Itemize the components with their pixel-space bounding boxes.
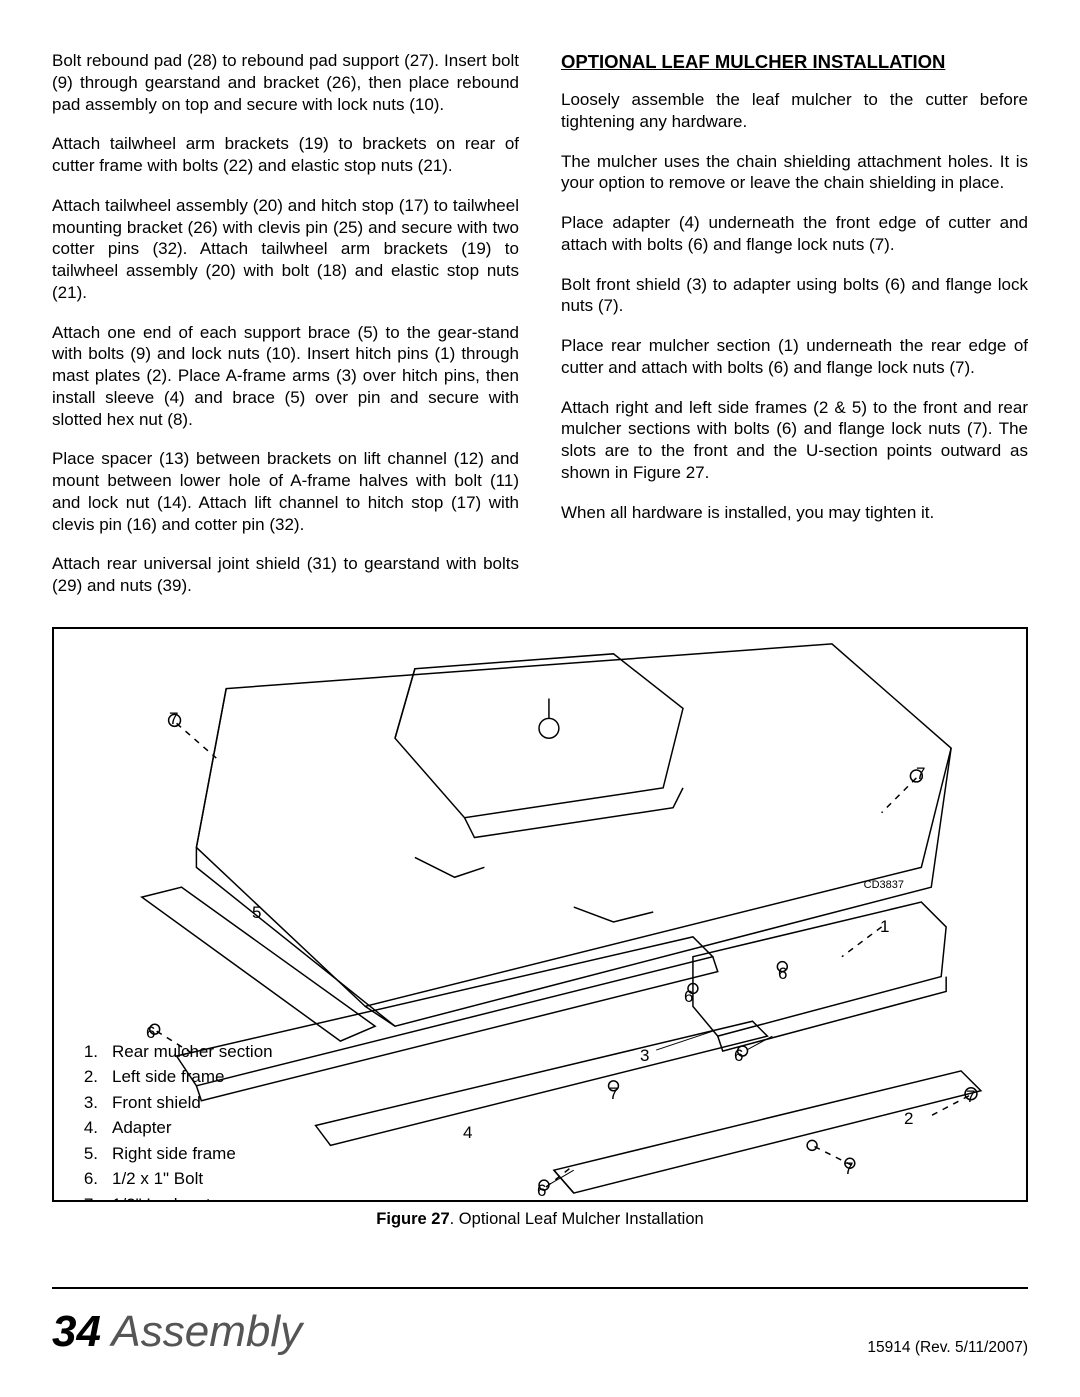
callout-label: 5 xyxy=(252,903,261,923)
parts-list-text: Front shield xyxy=(112,1090,201,1116)
parts-list-text: Left side frame xyxy=(112,1064,224,1090)
callout-label: 6 xyxy=(684,987,693,1007)
parts-list-text: 1/2" Lock nut xyxy=(112,1192,211,1202)
parts-list-text: Rear mulcher section xyxy=(112,1039,273,1065)
callout-label: 7 xyxy=(844,1159,853,1179)
callout-label: 7 xyxy=(609,1084,618,1104)
doc-id: 15914 (Rev. 5/11/2007) xyxy=(867,1339,1028,1357)
parts-list-num: 3. xyxy=(78,1090,98,1116)
callout-label: 7 xyxy=(916,764,925,784)
parts-list-row: 6. 1/2 x 1" Bolt xyxy=(78,1166,273,1192)
page-footer: 34 Assembly 15914 (Rev. 5/11/2007) xyxy=(52,1307,1028,1357)
parts-list-text: 1/2 x 1" Bolt xyxy=(112,1166,203,1192)
parts-list-row: 4. Adapter xyxy=(78,1115,273,1141)
callout-label: 3 xyxy=(640,1046,649,1066)
right-column: OPTIONAL LEAF MULCHER INSTALLATION Loose… xyxy=(561,50,1028,615)
parts-list-row: 7. 1/2" Lock nut xyxy=(78,1192,273,1202)
body-paragraph: Attach tailwheel assembly (20) and hitch… xyxy=(52,195,519,304)
parts-list-num: 4. xyxy=(78,1115,98,1141)
callout-label: 6 xyxy=(778,964,787,984)
body-paragraph: Attach tailwheel arm brackets (19) to br… xyxy=(52,133,519,177)
page: Bolt rebound pad (28) to rebound pad sup… xyxy=(0,0,1080,1397)
column-container: Bolt rebound pad (28) to rebound pad sup… xyxy=(52,50,1028,615)
figure-caption: Figure 27. Optional Leaf Mulcher Install… xyxy=(52,1210,1028,1229)
parts-list-row: 1. Rear mulcher section xyxy=(78,1039,273,1065)
parts-list-text: Right side frame xyxy=(112,1141,236,1167)
callout-label: 4 xyxy=(463,1123,472,1143)
callout-label: 6 xyxy=(146,1023,155,1043)
callout-label: 7 xyxy=(966,1087,975,1107)
callout-label: 2 xyxy=(904,1109,913,1129)
figure-box: CD3837 1. Rear mulcher section 2. Left side… xyxy=(52,627,1028,1202)
body-paragraph: The mulcher uses the chain shielding att… xyxy=(561,151,1028,195)
drawing-id-label: CD3837 xyxy=(864,879,904,891)
body-paragraph: Attach right and left side frames (2 & 5… xyxy=(561,397,1028,484)
page-number: 34 xyxy=(52,1307,101,1356)
body-paragraph: Bolt front shield (3) to adapter using b… xyxy=(561,274,1028,318)
callout-label: 1 xyxy=(880,917,889,937)
figure-container: CD3837 1. Rear mulcher section 2. Left side… xyxy=(52,627,1028,1229)
caption-text: . Optional Leaf Mulcher Installation xyxy=(450,1210,704,1228)
parts-list-row: 2. Left side frame xyxy=(78,1064,273,1090)
body-paragraph: Place spacer (13) between brackets on li… xyxy=(52,448,519,535)
section-title: Assembly xyxy=(111,1307,302,1356)
body-paragraph: Place rear mulcher section (1) underneat… xyxy=(561,335,1028,379)
section-heading: OPTIONAL LEAF MULCHER INSTALLATION xyxy=(561,50,1028,73)
parts-list-text: Adapter xyxy=(112,1115,172,1141)
footer-rule xyxy=(52,1287,1028,1289)
parts-list-row: 3. Front shield xyxy=(78,1090,273,1116)
parts-list-num: 6. xyxy=(78,1166,98,1192)
parts-list-row: 5. Right side frame xyxy=(78,1141,273,1167)
body-paragraph: Attach rear universal joint shield (31) … xyxy=(52,553,519,597)
parts-list-num: 5. xyxy=(78,1141,98,1167)
caption-bold: Figure 27 xyxy=(376,1210,449,1228)
parts-list-num: 1. xyxy=(78,1039,98,1065)
left-column: Bolt rebound pad (28) to rebound pad sup… xyxy=(52,50,519,615)
callout-label: 6 xyxy=(537,1181,546,1201)
parts-list-num: 2. xyxy=(78,1064,98,1090)
body-paragraph: When all hardware is installed, you may … xyxy=(561,502,1028,524)
body-paragraph: Bolt rebound pad (28) to rebound pad sup… xyxy=(52,50,519,115)
callout-label: 6 xyxy=(734,1046,743,1066)
body-paragraph: Place adapter (4) underneath the front e… xyxy=(561,212,1028,256)
body-paragraph: Attach one end of each support brace (5)… xyxy=(52,322,519,431)
parts-list-num: 7. xyxy=(78,1192,98,1202)
parts-list: 1.Rear mulcher section2.Left side frame3… xyxy=(78,1039,273,1202)
callout-label: 7 xyxy=(169,709,178,729)
body-paragraph: Loosely assemble the leaf mulcher to the… xyxy=(561,89,1028,133)
footer-left: 34 Assembly xyxy=(52,1307,302,1357)
